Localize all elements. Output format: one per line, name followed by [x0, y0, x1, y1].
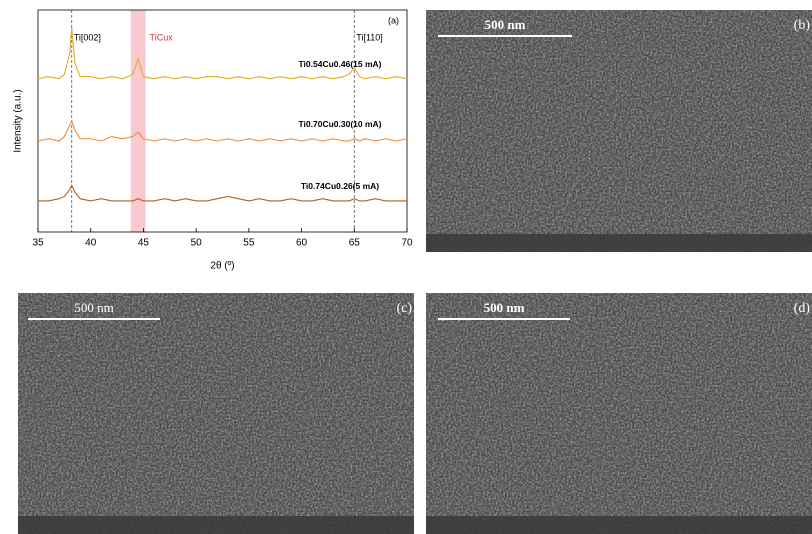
x-tick-label: 45: [138, 238, 150, 249]
x-tick-label: 70: [401, 238, 413, 249]
sem-image: 500 nm (b): [426, 10, 812, 252]
image-substrate: [18, 516, 414, 534]
scale-bar-label: 500 nm: [74, 300, 113, 315]
panel-label: (b): [794, 18, 811, 33]
reference-label: Ti[110]: [356, 32, 383, 42]
scale-bar-label: 500 nm: [485, 17, 526, 32]
series-line: [37, 27, 408, 80]
image-substrate: [426, 516, 812, 534]
x-tick-label: 55: [243, 238, 255, 249]
image-particles: [426, 10, 812, 252]
series-label: Ti0.54Cu0.46(15 mA): [299, 59, 382, 69]
highlight-band: [130, 10, 146, 232]
panel-label: (d): [794, 301, 811, 316]
x-tick-label: 65: [349, 238, 361, 249]
series-line: [37, 119, 408, 142]
plot-frame: [37, 9, 408, 233]
image-substrate: [426, 234, 812, 252]
x-tick-label: 40: [85, 238, 97, 249]
x-tick-label: 50: [191, 238, 203, 249]
x-tick-label: 35: [32, 238, 44, 249]
series-label: Ti0.70Cu0.30(10 mA): [299, 119, 382, 129]
xrd-chart: TiCux Ti[002] Ti[110] Ti0.54Cu0.46(15 mA) Ti…: [13, 9, 413, 272]
x-axis-label: 2θ (º): [210, 261, 234, 272]
reference-label: Ti[002]: [74, 32, 101, 42]
image-particles: [18, 293, 414, 534]
x-tick-label: 60: [296, 238, 308, 249]
series-label: Ti0.74Cu0.26(5 mA): [301, 181, 379, 191]
sem-image: 500 nm (d): [426, 293, 812, 534]
panel-label: (a): [388, 15, 399, 25]
image-particles: [426, 293, 812, 534]
band-label: TiCux: [150, 32, 174, 42]
series-line: [38, 184, 407, 202]
scale-bar-label: 500 nm: [484, 300, 525, 315]
sem-panels: 500 nm (b) 500 nm (c) 500 nm (d): [18, 10, 812, 534]
y-axis-label: Intensity (a.u.): [13, 89, 24, 152]
sem-image: 500 nm (c): [18, 293, 414, 534]
panel-label: (c): [396, 301, 412, 316]
